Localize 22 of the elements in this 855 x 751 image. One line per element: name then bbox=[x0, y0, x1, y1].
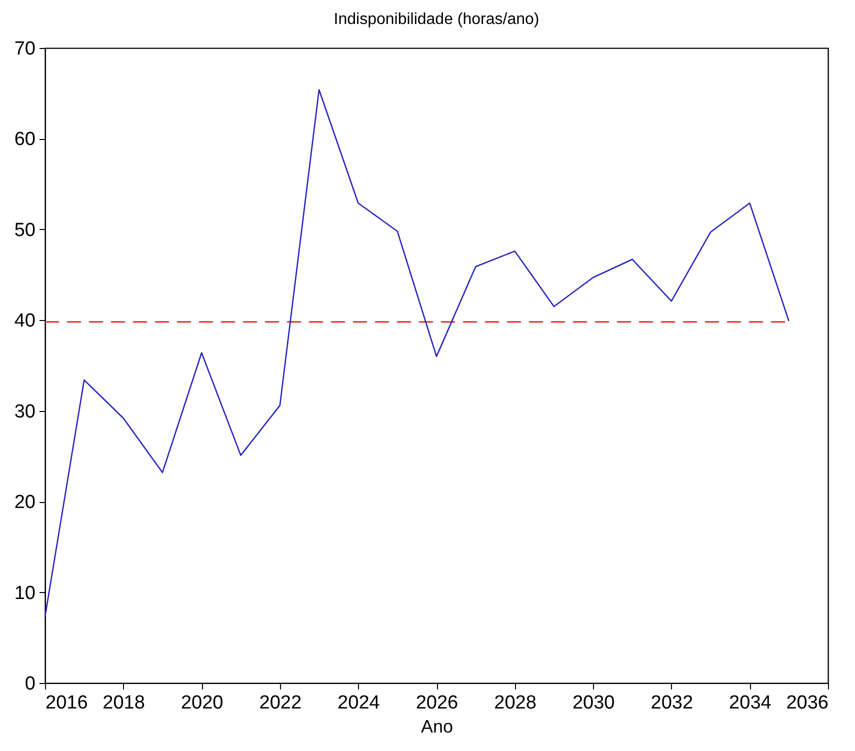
x-tick-label: 2026 bbox=[416, 692, 458, 714]
x-tick-label: 2020 bbox=[180, 692, 224, 714]
x-tick-label: 2024 bbox=[338, 692, 380, 714]
chart-title: Indisponibilidade (horas/ano) bbox=[334, 11, 540, 28]
y-tick-label: 0 bbox=[24, 674, 36, 694]
y-tick-label: 10 bbox=[14, 582, 36, 604]
y-tick-label: 30 bbox=[14, 401, 36, 422]
x-axis-title: Ano bbox=[420, 716, 454, 736]
y-tick-label: 50 bbox=[14, 220, 36, 241]
y-tick-label: 40 bbox=[14, 310, 36, 332]
x-tick-label: 2034 bbox=[729, 692, 772, 714]
line-series bbox=[44, 89, 790, 618]
y-tick-label: 20 bbox=[14, 492, 36, 514]
x-tick-label: 2036 bbox=[786, 692, 828, 714]
x-tick-label: 2032 bbox=[650, 692, 694, 714]
x-tick-label: 2030 bbox=[572, 692, 615, 714]
y-tick-label: 60 bbox=[14, 129, 36, 150]
y-tick-label: 70 bbox=[14, 38, 36, 60]
x-tick-label: 2028 bbox=[494, 692, 536, 714]
x-tick-label: 2018 bbox=[102, 692, 145, 714]
x-tick-label: 2022 bbox=[259, 692, 302, 714]
x-tick-label: 2016 bbox=[46, 692, 88, 714]
